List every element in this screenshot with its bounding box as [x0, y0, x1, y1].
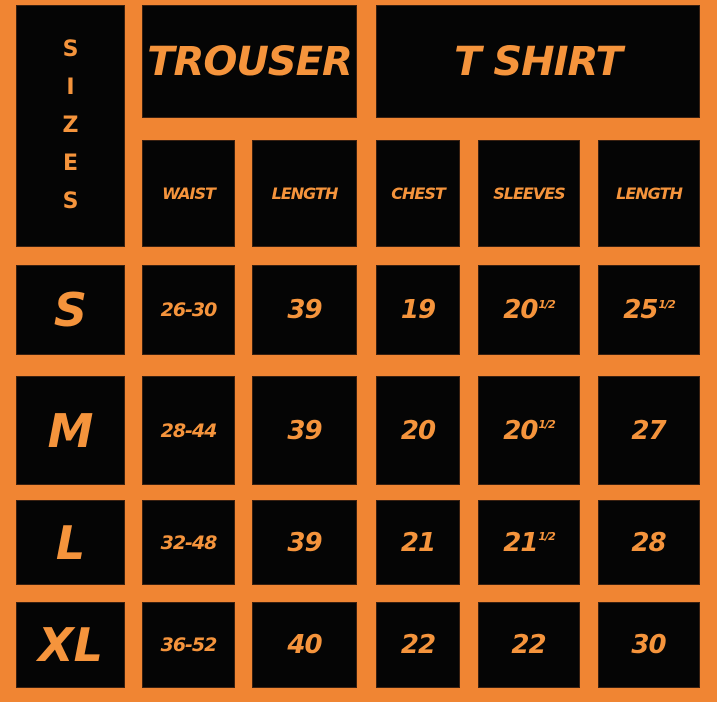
cell-value: 20	[400, 415, 436, 446]
table-cell: 36-52	[142, 602, 235, 688]
table-cell: 39	[252, 376, 357, 485]
size-label: L	[16, 500, 125, 585]
cell-value: 28-44	[160, 419, 218, 442]
table-cell: 32-48	[142, 500, 235, 585]
cell-value: WAIST	[162, 184, 216, 203]
cell-value: 20	[503, 295, 538, 325]
table-cell: 21	[376, 500, 460, 585]
cell-value: 21	[400, 527, 436, 558]
cell-value: LENGTH	[271, 184, 339, 203]
table-cell: 28-44	[142, 376, 235, 485]
cell-value: LENGTH	[616, 184, 683, 203]
table-cell: 19	[376, 265, 460, 355]
column-header: CHEST	[376, 140, 460, 247]
table-cell: 25 1/2	[598, 265, 700, 355]
cell-value: M	[47, 403, 94, 458]
column-header: LENGTH	[598, 140, 700, 247]
table-cell: 30	[598, 602, 700, 688]
fraction: 1/2	[538, 297, 555, 311]
cell-value: 30	[631, 630, 666, 660]
table-cell: 21 1/2	[478, 500, 580, 585]
sizes-letter: S	[62, 189, 79, 214]
cell-value: 40	[287, 630, 322, 660]
trouser-header: TROUSER	[142, 5, 357, 118]
column-header: LENGTH	[252, 140, 357, 247]
cell-value: 32-48	[160, 531, 218, 554]
table-cell: 22	[376, 602, 460, 688]
cell-value: 28	[631, 527, 666, 558]
table-cell: 22	[478, 602, 580, 688]
cell-value: 27	[631, 415, 666, 446]
cell-value: 25	[623, 295, 658, 325]
table-cell: 20	[376, 376, 460, 485]
cell-value: 22	[511, 630, 546, 660]
table-cell: 27	[598, 376, 700, 485]
cell-value: 21	[503, 527, 538, 558]
fraction: 1/2	[538, 530, 555, 543]
cell-value: 39	[287, 527, 322, 558]
cell-value: 22	[400, 630, 436, 660]
cell-value: SLEEVES	[493, 184, 565, 203]
table-cell: 28	[598, 500, 700, 585]
size-label: M	[16, 376, 125, 485]
size-label: XL	[16, 602, 125, 688]
table-cell: 26-30	[142, 265, 235, 355]
fraction: 1/2	[658, 297, 675, 311]
cell-value: CHEST	[391, 184, 445, 203]
table-cell: 39	[252, 265, 357, 355]
table-cell: 40	[252, 602, 357, 688]
cell-value: 36-52	[160, 634, 218, 656]
size-label: S	[16, 265, 125, 355]
sizes-letter: Z	[62, 113, 79, 138]
cell-value: XL	[38, 618, 103, 672]
fraction: 1/2	[538, 418, 555, 431]
table-cell: 39	[252, 500, 357, 585]
tshirt-header: T SHIRT	[376, 5, 700, 118]
cell-value: 26-30	[160, 299, 218, 321]
column-header: SLEEVES	[478, 140, 580, 247]
cell-value: 20	[503, 415, 538, 446]
cell-value: S	[53, 283, 88, 337]
table-cell: 20 1/2	[478, 265, 580, 355]
table-cell: 20 1/2	[478, 376, 580, 485]
cell-value: 19	[400, 295, 436, 325]
cell-value: L	[55, 515, 86, 570]
cell-value: 39	[287, 295, 322, 325]
column-header: WAIST	[142, 140, 235, 247]
cell-value: 39	[287, 415, 322, 446]
sizes-letter: E	[62, 151, 79, 176]
sizes-label: S I Z E S	[16, 5, 125, 247]
sizes-letter: I	[66, 75, 75, 100]
sizes-letter: S	[62, 37, 79, 62]
